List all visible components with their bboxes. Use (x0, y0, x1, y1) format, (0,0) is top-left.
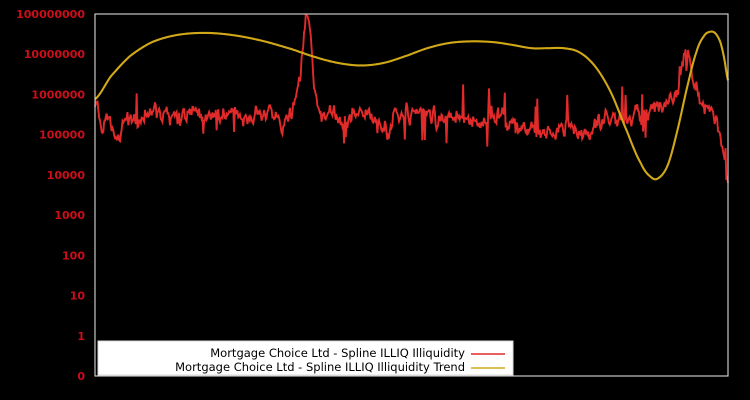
series-group (94, 13, 730, 184)
series-line-illiquidity-trend (94, 30, 730, 181)
legend-entry-label: Mortgage Choice Ltd - Spline ILLIQ Illiq… (175, 360, 465, 374)
y-axis-tick-label: 10 (70, 290, 86, 303)
plot-background (95, 14, 728, 376)
y-axis-tick-label: 0 (77, 370, 85, 383)
plot-frame-border (94, 13, 729, 377)
y-axis-tick-label: 10000 (47, 169, 86, 182)
legend-background (97, 340, 514, 376)
chart-legend[interactable]: Mortgage Choice Ltd - Spline ILLIQ Illiq… (97, 340, 514, 376)
series-line-illiquidity (94, 13, 729, 184)
y-axis-tick-label: 1 (77, 330, 85, 343)
y-axis-tick-label: 1000 (54, 209, 85, 222)
y-axis-tick-label: 100000000 (16, 8, 85, 21)
legend-entry-label: Mortgage Choice Ltd - Spline ILLIQ Illiq… (210, 346, 465, 360)
y-axis-tick-labels: 1000000001000000010000001000001000010001… (16, 8, 85, 383)
y-axis-tick-label: 100 (62, 249, 85, 262)
y-axis-tick-label: 100000 (39, 129, 85, 142)
y-axis-tick-label: 1000000 (31, 88, 85, 101)
y-axis-tick-label: 10000000 (24, 48, 86, 61)
